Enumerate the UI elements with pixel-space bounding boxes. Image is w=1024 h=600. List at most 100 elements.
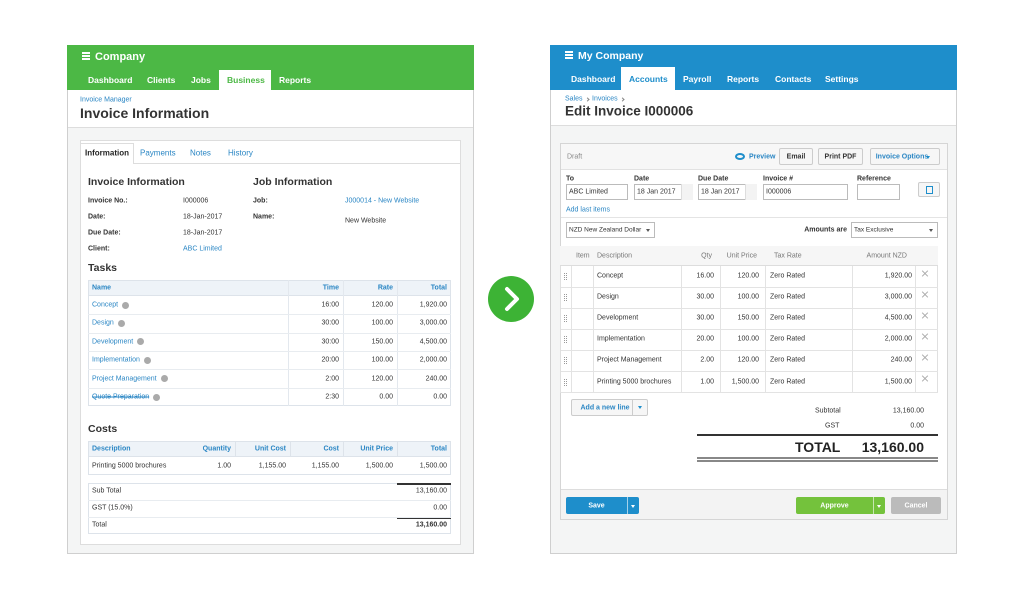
button[interactable] [779,148,813,165]
button-divider [873,497,874,514]
button-label[interactable]: Approve [820,502,849,509]
section-heading: Costs [88,423,118,435]
button-label[interactable]: Email [786,153,806,161]
menu-icon [565,51,573,53]
nav-tab[interactable]: Clients [147,75,176,85]
tab[interactable]: Notes [190,148,211,158]
row-divider [561,286,938,288]
page-title: Edit Invoice I000006 [565,103,694,119]
tab[interactable]: Information [85,148,129,158]
nav-tab[interactable]: Business [227,75,265,85]
section-heading: Tasks [88,262,117,274]
input[interactable] [763,184,848,200]
nav-tab[interactable]: Contacts [775,74,812,84]
column-header: Description [597,252,633,260]
column-header: Cost [323,445,339,453]
select[interactable] [566,222,655,238]
column-header: Unit Price [360,445,393,453]
button[interactable] [571,399,648,416]
button[interactable] [818,148,863,165]
cell: Zero Rated [770,272,806,280]
button-label[interactable]: Add a new line [580,404,630,411]
button-label[interactable]: Cancel [904,502,928,509]
task-link[interactable]: Development [92,338,134,346]
cell: Concept [597,272,624,280]
summary-table [88,483,451,534]
task-link[interactable]: Implementation [92,356,140,364]
nav-tab[interactable]: Dashboard [571,74,616,84]
task-link[interactable]: Quote Preparation [92,393,150,401]
tab[interactable]: History [228,148,253,158]
summary-rule [397,483,451,485]
company-name: My Company [578,50,644,62]
page-header [551,90,956,126]
field-value[interactable]: J000014 - New Website [345,197,420,205]
menu-icon [565,54,573,56]
field-label: Client: [88,245,110,253]
cell: 120.00 [737,356,759,364]
link[interactable]: Add last items [566,206,610,214]
breadcrumb[interactable]: Invoices [592,95,618,103]
status: Draft [567,153,583,161]
total-rule [697,460,938,462]
cell: Project Management [597,356,662,364]
cell: 16.00 [696,272,714,280]
preview-link[interactable]: Preview [749,153,776,161]
field-label: Amounts are [804,226,847,234]
field-label: Invoice No.: [88,197,128,205]
task-link[interactable]: Project Management [92,375,157,383]
nav-tab[interactable]: Dashboard [88,75,133,85]
button[interactable] [870,148,940,165]
section-heading: Invoice Information [88,176,185,188]
input[interactable] [857,184,900,200]
button-divider [632,399,633,416]
row-divider [561,307,938,309]
field-label: To [566,175,575,183]
input-value: 18 Jan 2017 [637,188,676,196]
button[interactable] [796,497,885,514]
cell: 0.00 [433,393,447,401]
task-link[interactable]: Concept [92,301,119,309]
breadcrumb[interactable]: Sales [565,95,583,103]
cell: 100.00 [371,319,393,327]
button-label[interactable]: Save [588,502,605,509]
caret [926,156,930,159]
cell: 1.00 [700,378,714,385]
nav-tab[interactable]: Reports [727,74,760,84]
cell: 120.00 [737,272,759,280]
nav-tab[interactable]: Payroll [683,74,712,84]
button-label[interactable]: Invoice Options [875,153,929,161]
dropdown-toggle[interactable] [681,184,693,200]
field-label: Date [634,175,650,183]
tab[interactable]: Payments [140,148,176,158]
cell: 1,155.00 [311,462,339,470]
row-divider [88,369,451,371]
button-divider [627,497,628,514]
task-link[interactable]: Design [92,319,114,327]
active-tab [219,70,271,90]
select[interactable] [851,222,938,238]
divider [134,163,461,164]
active-tab [621,67,675,90]
total-value: 0.00 [910,422,924,430]
column-divider [343,441,344,457]
cell: Zero Rated [770,335,806,343]
caret [646,229,650,232]
dropdown-toggle[interactable] [745,184,757,200]
cell: 2.00 [700,356,714,364]
field-value[interactable]: ABC Limited [183,245,222,253]
button[interactable] [891,497,941,514]
button[interactable] [566,497,639,514]
column-divider [288,280,289,406]
cell: Zero Rated [770,378,806,385]
nav-tab[interactable]: Reports [279,75,312,85]
input[interactable] [566,184,628,200]
nav-tab[interactable]: Accounts [629,74,668,84]
nav-tab[interactable]: Jobs [191,75,211,85]
nav-tab[interactable]: Settings [825,74,859,84]
button-label[interactable]: Print PDF [824,153,857,161]
copy-button[interactable] [918,182,940,197]
cell: Design [597,293,619,301]
breadcrumb[interactable]: Invoice Manager [80,96,132,104]
